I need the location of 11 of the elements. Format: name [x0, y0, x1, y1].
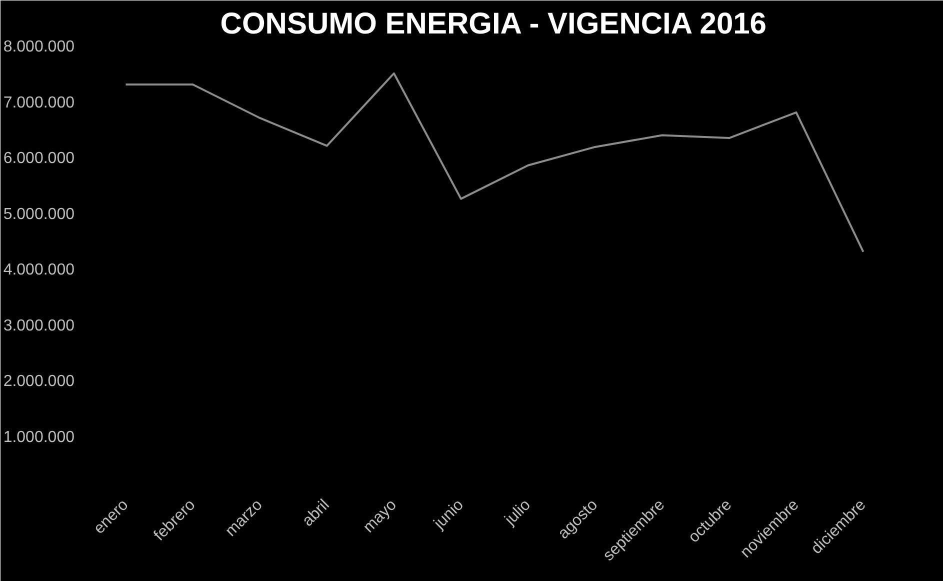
y-tick-label: 7.000.000: [3, 94, 75, 112]
y-tick-label: 8.000.000: [3, 38, 75, 56]
y-tick-label: 6.000.000: [3, 150, 75, 167]
y-tick-label: 3.000.000: [3, 317, 75, 334]
x-tick-label: julio: [501, 496, 534, 530]
y-tick-label: 4.000.000: [3, 262, 75, 278]
chart-title: CONSUMO ENERGIA - VIGENCIA 2016: [220, 8, 766, 40]
y-tick-label: 2.000.000: [3, 373, 75, 390]
y-tick-label: 1.000.000: [3, 428, 75, 446]
line-series: [124, 72, 864, 253]
y-tick-label: 5.000.000: [3, 206, 75, 223]
